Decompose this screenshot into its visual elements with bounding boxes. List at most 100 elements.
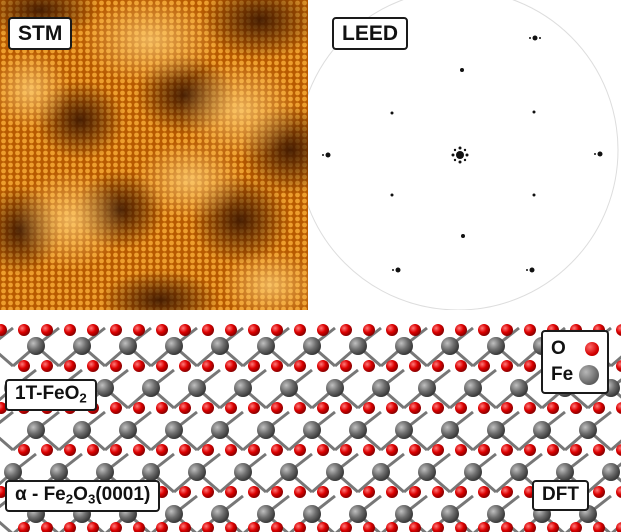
oxygen-atom — [133, 402, 145, 414]
oxygen-atom — [363, 324, 375, 336]
oxygen-atom — [455, 486, 467, 498]
oxygen-atom — [202, 444, 214, 456]
oxygen-atom — [64, 360, 76, 372]
iron-atom — [372, 379, 390, 397]
oxygen-atom — [110, 444, 122, 456]
leed-spot — [390, 193, 394, 197]
oxygen-atom — [524, 444, 536, 456]
iron-atom — [280, 379, 298, 397]
oxygen-atom — [340, 360, 352, 372]
oxygen-atom — [225, 444, 237, 456]
leed-pattern — [308, 0, 619, 310]
leed-spot — [529, 267, 535, 273]
oxygen-atom — [317, 444, 329, 456]
iron-atom — [510, 379, 528, 397]
oxygen-atom — [41, 360, 53, 372]
oxygen-atom — [41, 522, 53, 532]
iron-atom — [27, 337, 45, 355]
oxygen-atom — [0, 324, 7, 336]
oxygen-atom — [386, 360, 398, 372]
oxygen-atom — [110, 522, 122, 532]
oxygen-atom — [570, 522, 582, 532]
iron-atom — [441, 421, 459, 439]
oxygen-atom — [409, 360, 421, 372]
oxygen-atom — [455, 444, 467, 456]
iron-atom — [119, 337, 137, 355]
oxygen-atom — [455, 522, 467, 532]
oxygen-atom — [478, 402, 490, 414]
oxygen-atom — [248, 402, 260, 414]
iron-atom-icon — [579, 365, 600, 385]
iron-atom — [395, 421, 413, 439]
iron-atom — [395, 505, 413, 523]
oxygen-atom — [271, 360, 283, 372]
iron-atom — [96, 463, 114, 481]
oxygen-atom — [133, 522, 145, 532]
oxygen-atom — [248, 324, 260, 336]
hematite-substrate-label: α - Fe2O3(0001) — [5, 480, 161, 512]
oxygen-atom — [179, 522, 191, 532]
iron-atom — [579, 421, 597, 439]
oxygen-atom — [478, 522, 490, 532]
iron-atom — [487, 505, 505, 523]
iron-atom — [165, 421, 183, 439]
iron-atom — [27, 421, 45, 439]
iron-atom — [602, 463, 620, 481]
oxygen-atom — [156, 444, 168, 456]
leed-spot — [395, 267, 401, 273]
oxygen-atom — [616, 402, 621, 414]
iron-atom — [280, 463, 298, 481]
oxygen-atom — [248, 360, 260, 372]
leed-spot — [532, 35, 538, 41]
oxygen-atom — [87, 360, 99, 372]
oxygen-atom — [225, 522, 237, 532]
iron-atom — [487, 337, 505, 355]
oxygen-atom — [409, 402, 421, 414]
oxygen-atom — [248, 522, 260, 532]
oxygen-atom — [179, 402, 191, 414]
oxygen-atom — [87, 522, 99, 532]
legend-oxygen-label: O — [551, 337, 566, 359]
leed-spot — [461, 234, 465, 238]
oxygen-atom — [110, 402, 122, 414]
oxygen-atom — [317, 324, 329, 336]
oxygen-atom — [18, 360, 30, 372]
oxygen-atom — [202, 324, 214, 336]
oxygen-atom — [202, 360, 214, 372]
oxygen-atom — [156, 324, 168, 336]
iron-atom — [188, 379, 206, 397]
oxygen-atom — [18, 324, 30, 336]
iron-atom — [510, 463, 528, 481]
oxygen-atom — [616, 324, 621, 336]
oxygen-atom — [202, 402, 214, 414]
stm-image-panel: STM — [0, 0, 308, 310]
iron-atom — [4, 463, 22, 481]
legend-oxygen: O — [551, 336, 600, 362]
oxygen-atom — [294, 444, 306, 456]
oxygen-atom — [225, 324, 237, 336]
iron-atom — [533, 421, 551, 439]
oxygen-atom — [386, 522, 398, 532]
oxygen-atom — [317, 486, 329, 498]
oxygen-atom — [455, 360, 467, 372]
oxygen-atom — [133, 444, 145, 456]
oxygen-atom — [478, 444, 490, 456]
oxygen-atom — [110, 360, 122, 372]
oxygen-atom — [64, 324, 76, 336]
oxygen-atom — [225, 360, 237, 372]
oxygen-atom — [363, 402, 375, 414]
legend-iron: Fe — [551, 362, 600, 388]
oxygen-atom — [202, 522, 214, 532]
oxygen-atom — [432, 444, 444, 456]
leed-spot — [532, 110, 536, 114]
oxygen-atom — [179, 444, 191, 456]
oxygen-atom — [64, 444, 76, 456]
oxygen-atom — [294, 360, 306, 372]
atom-legend: O Fe — [541, 330, 610, 394]
oxygen-atom — [18, 444, 30, 456]
iron-atom — [257, 505, 275, 523]
oxygen-atom — [570, 402, 582, 414]
iron-atom — [165, 505, 183, 523]
iron-atom — [303, 337, 321, 355]
oxygen-atom — [248, 444, 260, 456]
